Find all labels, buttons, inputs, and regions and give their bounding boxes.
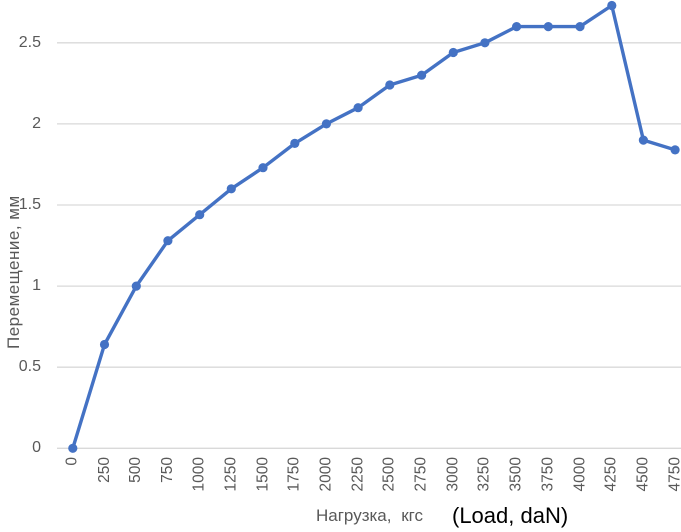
x-tick-label: 1000 (190, 457, 208, 492)
x-tick-label: 4250 (602, 457, 620, 492)
data-point (68, 443, 78, 453)
x-tick-label: 4500 (634, 457, 652, 492)
data-point (448, 47, 458, 58)
y-tick-label: 1.5 (18, 196, 41, 213)
data-point (321, 119, 331, 129)
data-series-line (71, 3, 677, 450)
data-point (163, 236, 173, 246)
data-point (226, 184, 236, 194)
data-point (353, 103, 363, 113)
x-axis-annotation: (Load, daN) (452, 503, 569, 528)
data-point (638, 135, 649, 145)
x-tick-label: 250 (95, 457, 113, 483)
x-axis-title: Нагрузка, кгс (316, 506, 423, 525)
x-tick-label: 0 (63, 457, 81, 466)
x-tick-label: 2750 (412, 457, 430, 492)
x-tick-label: 3000 (444, 457, 462, 492)
data-point (258, 163, 268, 173)
y-axis-title: Перемещение, мм (4, 195, 23, 349)
data-point (607, 0, 617, 11)
x-tick-label: 2500 (380, 457, 398, 492)
data-point (131, 281, 141, 291)
x-tick-label: 2250 (349, 457, 367, 492)
x-tick-label: 1250 (222, 457, 240, 492)
x-tick-label: 4000 (571, 457, 588, 492)
data-point (290, 138, 300, 148)
y-tick-label: 1 (32, 277, 41, 294)
data-point (511, 22, 522, 32)
data-point (385, 80, 395, 90)
x-tick-label: 3250 (475, 457, 493, 492)
x-tick-label: 750 (159, 457, 176, 483)
data-point (417, 70, 427, 80)
x-tick-label: 1750 (285, 457, 303, 492)
x-tick-label: 1500 (254, 457, 271, 492)
data-point (575, 22, 585, 32)
y-tick-label: 2.5 (18, 34, 41, 51)
y-tick-label: 0 (32, 439, 41, 456)
data-point (480, 38, 490, 48)
y-tick-label: 0.5 (18, 358, 41, 375)
y-tick-label: 2 (32, 115, 41, 132)
x-tick-label: 3750 (539, 457, 557, 492)
data-point (195, 210, 205, 220)
data-point (670, 145, 680, 155)
x-tick-label: 3500 (507, 457, 525, 492)
x-tick-label: 2000 (317, 457, 335, 492)
x-tick-label: 4750 (666, 457, 681, 492)
data-point (99, 339, 110, 350)
data-point (543, 22, 553, 32)
x-tick-label: 500 (127, 457, 145, 483)
